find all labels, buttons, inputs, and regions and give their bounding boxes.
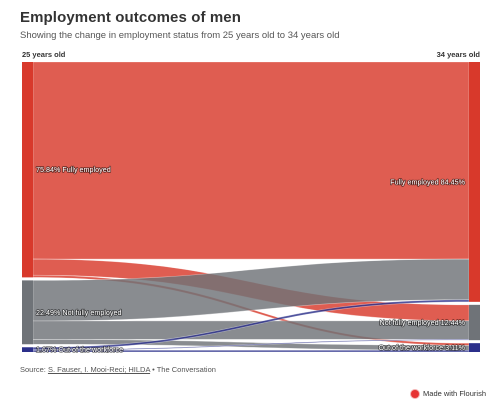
source-suffix: • The Conversation	[150, 365, 216, 374]
node-label-right-full: Fully employed 84.45%	[390, 177, 465, 186]
flourish-credit-label: Made with Flourish	[423, 389, 486, 398]
flourish-logo-icon	[411, 390, 419, 398]
node-left-out[interactable]	[22, 347, 33, 352]
flow-full-to-full[interactable]	[33, 62, 469, 259]
node-left-notfull[interactable]	[22, 280, 33, 344]
source-prefix: Source:	[20, 365, 48, 374]
source-note: Source: S. Fauser, I. Mooi-Reci; HILDA •…	[20, 365, 216, 374]
node-label-left-full: 75.84% Fully employed	[36, 165, 111, 174]
node-label-left-notfull: 22.49% Not fully employed	[36, 308, 122, 317]
source-link[interactable]: S. Fauser, I. Mooi-Reci; HILDA	[48, 365, 150, 374]
node-right-full[interactable]	[469, 62, 480, 302]
node-label-right-out: Out of the workforce 3.11%	[378, 343, 465, 352]
node-label-right-notfull: Not fully employed 12.44%	[380, 318, 466, 327]
node-right-notfull[interactable]	[469, 305, 480, 340]
node-left-full[interactable]	[22, 62, 33, 277]
node-right-out[interactable]	[469, 343, 480, 352]
flourish-credit[interactable]: Made with Flourish	[411, 389, 486, 398]
node-label-left-out: 1.67% Out of the workforce	[36, 345, 123, 354]
